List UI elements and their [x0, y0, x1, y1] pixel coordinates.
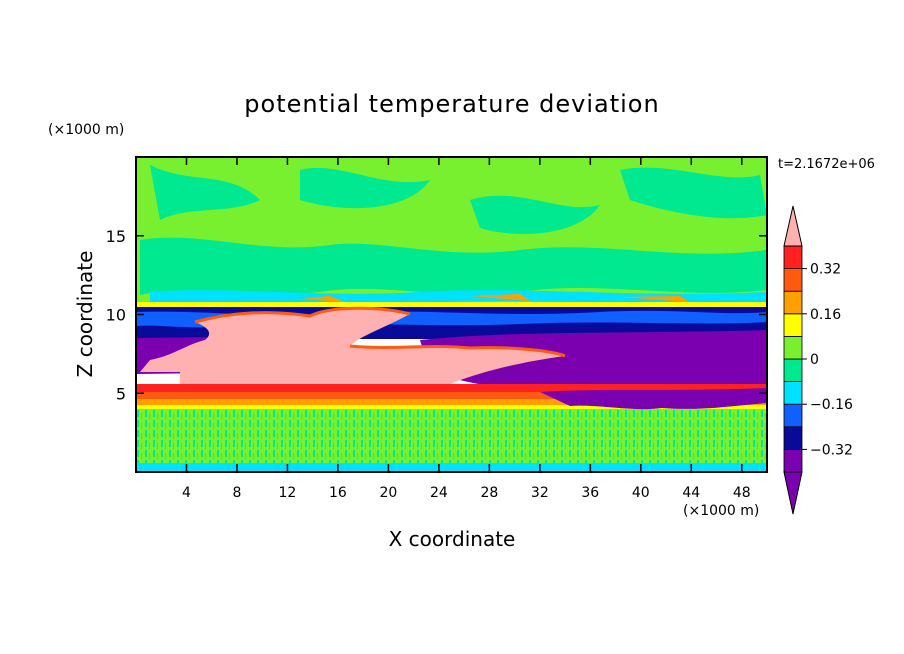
x-unit-label: (×1000 m)	[683, 503, 759, 519]
colorbar-bin	[783, 268, 803, 292]
time-label: t=2.1672e+06	[778, 157, 875, 172]
colorbar-bin	[783, 403, 803, 428]
colorbar-label: 0.32	[810, 262, 841, 278]
colorbar-over-triangle	[783, 205, 803, 247]
x-tick-label: 16	[329, 485, 347, 501]
boundary-layer	[136, 409, 767, 472]
x-tick-label: 8	[232, 485, 241, 501]
colorbar-bin	[783, 245, 803, 270]
colorbar-bin	[783, 313, 803, 337]
x-tick-label: 24	[430, 485, 448, 501]
chart-title: potential temperature deviation	[244, 90, 659, 118]
y-axis-ticks: 5 10 15	[106, 227, 767, 403]
colorbar-label: 0.16	[810, 307, 841, 323]
x-tick-label: 12	[279, 485, 297, 501]
warm-layer-red	[136, 384, 767, 392]
tropopause-streaks	[136, 294, 767, 307]
contour-field	[136, 157, 767, 472]
colorbar-label: −0.32	[810, 442, 853, 458]
colorbar-bin	[783, 335, 803, 360]
colorbar-bin	[783, 358, 803, 383]
colorbar-under-triangle	[783, 471, 803, 515]
warm-anomaly	[140, 308, 565, 384]
upper-cyan-streaks	[150, 290, 767, 304]
x-tick-label: 48	[733, 485, 751, 501]
x-tick-label: 40	[632, 485, 650, 501]
colorbar: −0.32 −0.16 0 0.16 0.32	[783, 205, 853, 515]
colorbar-bin	[783, 290, 803, 315]
x-tick-label: 44	[682, 485, 700, 501]
warm-layer-yellow	[136, 405, 767, 409]
colorbar-label: 0	[810, 352, 819, 368]
y-tick-label: 15	[106, 227, 126, 246]
cold-pool-lower	[540, 388, 767, 410]
upper-patches	[140, 165, 767, 297]
colorbar-label: −0.16	[810, 397, 853, 413]
y-axis-label: Z coordinate	[73, 251, 97, 378]
y-tick-label: 10	[106, 306, 126, 325]
warm-anomaly-edge	[194, 306, 566, 358]
x-tick-label: 32	[531, 485, 549, 501]
x-axis-ticks: 4 8 12 16 20 24 28 32 36 40 44 48	[182, 157, 751, 501]
warm-layer-amber	[136, 399, 767, 405]
x-tick-label: 4	[182, 485, 191, 501]
colorbar-bin	[783, 448, 803, 473]
surface-layer	[136, 463, 767, 472]
x-tick-label: 36	[581, 485, 599, 501]
colorbar-bin	[783, 426, 803, 450]
x-tick-label: 28	[480, 485, 498, 501]
x-tick-label: 20	[379, 485, 397, 501]
y-tick-label: 5	[116, 384, 126, 403]
y-unit-label: (×1000 m)	[48, 122, 124, 138]
x-axis-label: X coordinate	[389, 527, 516, 551]
warm-layer-orange	[136, 392, 767, 399]
colorbar-bin	[783, 381, 803, 405]
